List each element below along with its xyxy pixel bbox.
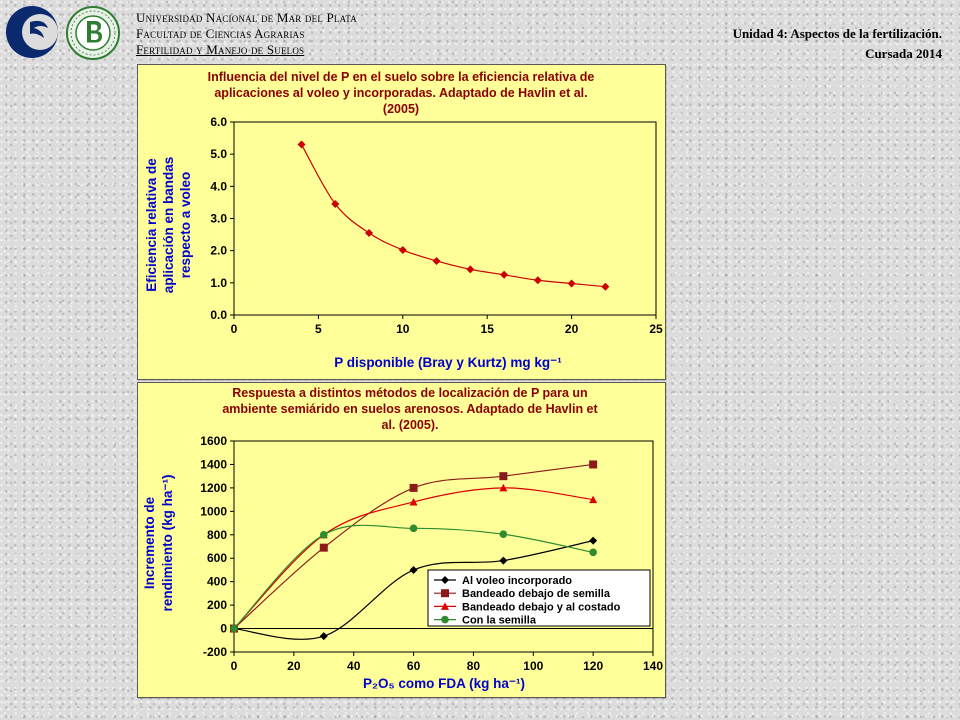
chart2-series-1-point: [319, 543, 328, 552]
chart1-series-0-line: [300, 144, 606, 288]
unit-info: Unidad 4: Aspectos de la fertilización. …: [733, 24, 942, 64]
faculty-seal-logo: [66, 6, 120, 60]
chart2-series-0-point: [589, 536, 598, 545]
chart2-x-tick-label: 120: [583, 659, 603, 673]
chart1-x-tick-label: 25: [649, 322, 663, 336]
chart2-xlabel: P₂O₅ como FDA (kg ha⁻¹): [363, 676, 525, 691]
chart2-x-tick-label: 100: [523, 659, 543, 673]
chart2-x-tick-label: 0: [231, 659, 238, 673]
institution-header: Universidad Nacional de Mar del Plata Fa…: [136, 10, 357, 58]
chart1-x-tick-label: 5: [315, 322, 322, 336]
chart1-series-0-point: [331, 200, 340, 209]
chart2-series-0-point: [319, 632, 328, 641]
university-logo: [6, 6, 58, 58]
chart1-series-0-point: [601, 282, 610, 291]
chart2-y-tick-label: 1000: [200, 504, 227, 518]
chart1-y-tick-label: 6.0: [210, 115, 227, 129]
course-year: Cursada 2014: [865, 46, 942, 61]
chart2-title-line3: al. (2005).: [382, 418, 439, 432]
chart2-x-tick-label: 140: [643, 659, 663, 673]
chart2-y-tick-label: 600: [207, 551, 227, 565]
chart2-legend-swatch-marker: [441, 602, 449, 610]
chart1-x-tick-label: 15: [481, 322, 495, 336]
chart2-series-0-point: [409, 565, 418, 574]
chart2-y-tick-label: 1200: [200, 481, 227, 495]
chart2-series-3-point: [589, 548, 597, 557]
chart2-series-3-point: [230, 624, 238, 633]
chart2-legend-swatch-marker: [441, 615, 449, 624]
chart2-y-tick-label: 400: [207, 575, 227, 589]
chart1-xlabel: P disponible (Bray y Kurtz) mg kg⁻¹: [334, 355, 562, 370]
chart1-x-tick-label: 20: [565, 322, 579, 336]
chart1-x-tick-label: 10: [396, 322, 410, 336]
chart1-title-line3: (2005): [383, 102, 419, 116]
chart2-title-line1: Respuesta a distintos métodos de localiz…: [232, 386, 587, 400]
chart1-ylabel-line3: respecto a voleo: [178, 172, 193, 279]
chart2-plot-area: [233, 440, 654, 653]
chart-efficiency-panel: Influencia del nivel de P en el suelo so…: [137, 64, 666, 380]
chart1-y-tick-label: 1.0: [210, 276, 227, 290]
chart2-y-tick-label: 200: [207, 598, 227, 612]
chart2-series-1-point: [499, 472, 508, 481]
chart1-series-0-point: [297, 140, 306, 149]
chart1-title-line2: aplicaciones al voleo y incorporadas. Ad…: [214, 86, 587, 100]
chart2-x-tick-label: 20: [287, 659, 301, 673]
chart1-y-tick-label: 5.0: [210, 147, 227, 161]
unit-title: Unidad 4: Aspectos de la fertilización.: [732, 26, 942, 41]
chart2-series-2-point: [499, 483, 508, 492]
chart2-x-tick-label: 80: [467, 659, 481, 673]
chart2-x-tick-label: 40: [347, 659, 361, 673]
chart1-series-0-point: [567, 279, 576, 288]
faculty-name: Facultad de Ciencias Agrarias: [136, 26, 305, 41]
chart2-y-tick-label: 800: [207, 528, 227, 542]
chart-efficiency: Influencia del nivel de P en el suelo so…: [144, 70, 663, 370]
chart1-y-tick-label: 3.0: [210, 212, 227, 226]
chart2-series-1-point: [589, 460, 598, 469]
chart-yield-response: Respuesta a distintos métodos de localiz…: [142, 386, 663, 691]
chart1-series-0-point: [533, 276, 542, 285]
chart1-series-0-point: [466, 265, 475, 274]
chart2-legend-swatch-marker: [441, 576, 449, 584]
chart2-x-tick-label: 60: [407, 659, 421, 673]
chart1-title-line1: Influencia del nivel de P en el suelo so…: [208, 70, 595, 84]
chart1-series-0-point: [398, 246, 407, 255]
chart2-series-1-point: [409, 483, 418, 492]
chart2-y-tick-label: 0: [220, 622, 227, 636]
chart2-legend: [427, 569, 651, 627]
chart2-legend-swatch-marker: [441, 589, 449, 598]
chart2-legend-label: Al voleo incorporado: [462, 575, 572, 587]
chart2-series-2-point: [589, 495, 598, 504]
chart2-legend-label: Con la semilla: [462, 615, 537, 627]
chart1-ylabel-line2: aplicación en bandas: [161, 157, 176, 294]
chart2-series-3-point: [409, 524, 418, 533]
chart2-title-line2: ambiente semiárido en suelos arenosos. A…: [222, 402, 598, 416]
chart2-series-2-point: [409, 497, 418, 506]
chart1-series-0-point: [432, 256, 441, 265]
chart1-y-tick-label: 0.0: [210, 308, 227, 322]
chart2-series-3-point: [319, 530, 328, 539]
chart2-y-tick-label: 1400: [200, 457, 227, 471]
chart2-y-tick-label: 1600: [200, 434, 227, 448]
chart2-ylabel-line1: Incremento de: [142, 496, 157, 589]
chart1-series-0-point: [500, 270, 509, 279]
chart2-ylabel-line2: rendimiento (kg ha⁻¹): [160, 475, 175, 612]
department-name: Fertilidad y Manejo de Suelos: [136, 42, 305, 57]
chart2-series-0-point: [499, 556, 508, 565]
chart1-ylabel-line1: Eficiencia relativa de: [144, 158, 159, 292]
university-name: Universidad Nacional de Mar del Plata: [136, 10, 357, 25]
chart-yield-response-panel: Respuesta a distintos métodos de localiz…: [137, 382, 666, 698]
chart2-y-tick-label: -200: [203, 645, 227, 659]
chart1-y-tick-label: 2.0: [210, 244, 227, 258]
chart1-y-tick-label: 4.0: [210, 179, 227, 193]
chart1-series-0-point: [365, 228, 374, 237]
chart2-legend-label: Bandeado debajo y al costado: [462, 601, 621, 613]
chart2-series-3-point: [499, 530, 508, 538]
chart1-x-tick-label: 0: [231, 322, 238, 336]
chart2-legend-label: Bandeado debajo de semilla: [462, 588, 611, 600]
